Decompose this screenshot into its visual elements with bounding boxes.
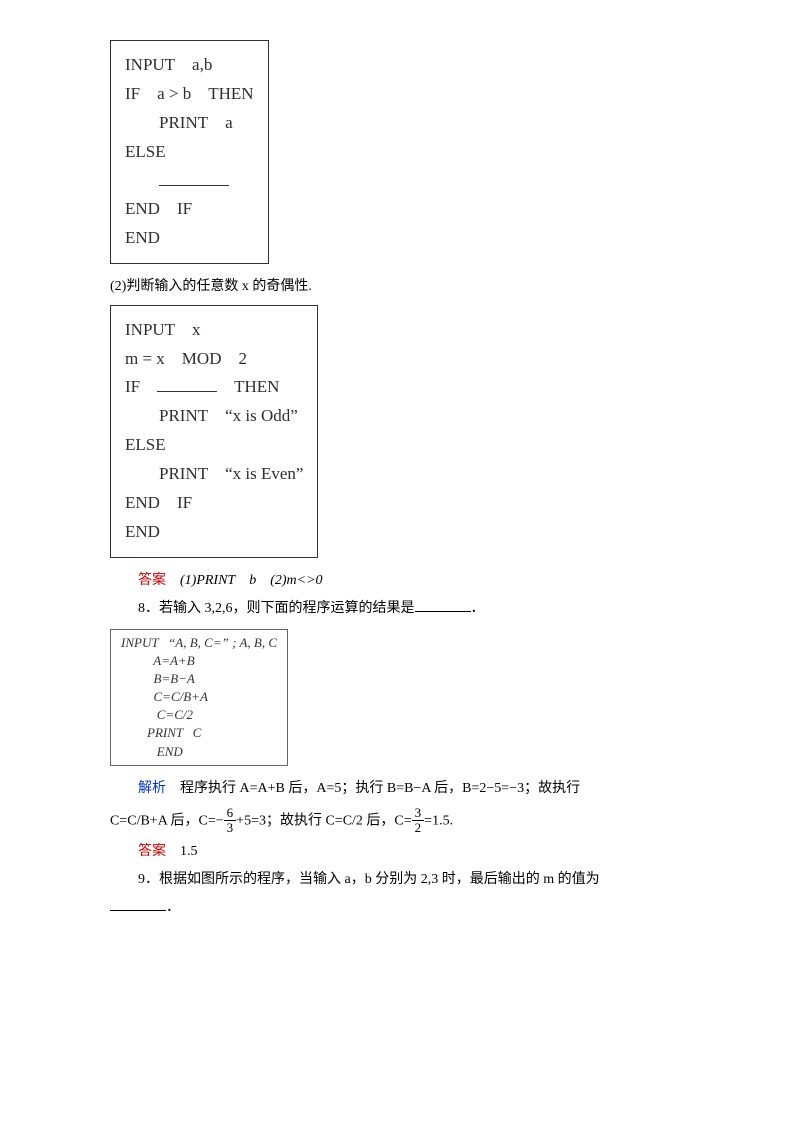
denominator: 3	[224, 821, 237, 835]
code-box-2: INPUT x m = x MOD 2 IF THEN PRINT “x is …	[110, 305, 318, 558]
explain-line-2: C=C/B+A 后，C=−63+5=3；故执行 C=C/2 后，C=32=1.5…	[110, 806, 700, 834]
question-9-blank: ．	[110, 897, 700, 919]
code-line: B=B−A	[121, 670, 277, 688]
code-line: INPUT x	[125, 316, 303, 345]
code-line: A=A+B	[121, 652, 277, 670]
code-line: PRINT “x is Even”	[125, 460, 303, 489]
question-9-text: 9．根据如图所示的程序，当输入 a，b 分别为 2,3 时，最后输出的 m 的值…	[138, 872, 600, 887]
code-box-3: INPUT “A, B, C=” ; A, B, C A=A+B B=B−A C…	[110, 629, 288, 766]
code-line: PRINT C	[121, 724, 277, 742]
question-8: 8．若输入 3,2,6，则下面的程序运算的结果是 ．	[110, 598, 700, 620]
code-line-blank	[125, 167, 254, 196]
code-line: END IF	[125, 195, 254, 224]
answer-label: 答案	[138, 844, 166, 859]
code-line: END	[121, 743, 277, 761]
question-8-post: ．	[471, 601, 485, 616]
code-line: END	[125, 518, 303, 547]
question-9: 9．根据如图所示的程序，当输入 a，b 分别为 2,3 时，最后输出的 m 的值…	[110, 869, 700, 891]
explain-label: 解析	[138, 781, 166, 796]
answer-1: 答案 (1)PRINT b (2)m<>0	[110, 570, 700, 592]
denominator: 2	[412, 821, 425, 835]
explain-text: =1.5.	[424, 814, 453, 829]
explain-text: 程序执行 A=A+B 后，A=5；执行 B=B−A 后，B=2−5=−3；故执行	[166, 781, 580, 796]
code-line: PRINT “x is Odd”	[125, 402, 303, 431]
code-line: ELSE	[125, 431, 303, 460]
question-2-text: (2)判断输入的任意数 x 的奇偶性.	[110, 276, 700, 298]
explain-text: C=C/B+A 后，C=−	[110, 814, 224, 829]
code-line: INPUT “A, B, C=” ; A, B, C	[121, 634, 277, 652]
code-line: m = x MOD 2	[125, 345, 303, 374]
explain-line-1: 解析 程序执行 A=A+B 后，A=5；执行 B=B−A 后，B=2−5=−3；…	[110, 778, 700, 800]
fraction: 63	[224, 806, 237, 834]
code-line: END IF	[125, 489, 303, 518]
code-line: INPUT a,b	[125, 51, 254, 80]
answer-2: 答案 1.5	[110, 841, 700, 863]
code-line: C=C/B+A	[121, 688, 277, 706]
blank-underline	[110, 898, 166, 912]
code-box-1: INPUT a,b IF a > b THEN PRINT a ELSE END…	[110, 40, 269, 264]
code-line: IF a > b THEN	[125, 80, 254, 109]
fraction: 32	[412, 806, 425, 834]
numerator: 3	[412, 806, 425, 821]
question-9-post: ．	[166, 900, 180, 915]
code-line: IF THEN	[125, 373, 303, 402]
answer-text: 1.5	[166, 844, 198, 859]
answer-text: (1)PRINT b (2)m<>0	[166, 573, 323, 588]
answer-label: 答案	[138, 573, 166, 588]
code-line: END	[125, 224, 254, 253]
code-line: ELSE	[125, 138, 254, 167]
numerator: 6	[224, 806, 237, 821]
code-text: IF	[125, 377, 157, 396]
explain-text: +5=3；故执行 C=C/2 后，C=	[236, 814, 412, 829]
question-8-text: 8．若输入 3,2,6，则下面的程序运算的结果是	[138, 601, 415, 616]
code-line: PRINT a	[125, 109, 254, 138]
code-text: THEN	[217, 377, 279, 396]
blank-underline	[415, 599, 471, 613]
code-line: C=C/2	[121, 706, 277, 724]
